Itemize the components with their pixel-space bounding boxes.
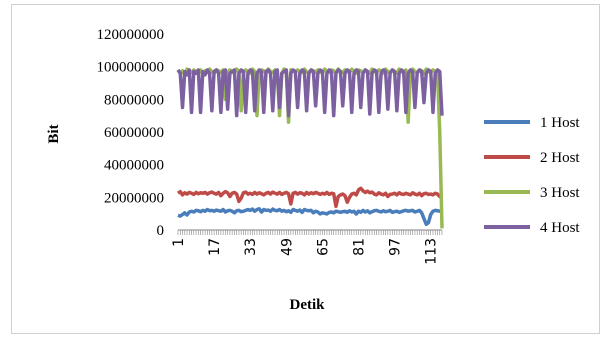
x-axis-ticks: 1 17 33 49 65 81 97 113	[171, 230, 443, 265]
x-tick-label: 81	[352, 238, 368, 256]
y-tick-label: 120000000	[97, 27, 165, 43]
y-tick-label: 100000000	[97, 60, 165, 76]
legend-label: 2 Host	[540, 150, 580, 166]
series-line-1	[177, 207, 443, 227]
legend: 1 Host 2 Host 3 Host 4 Host	[484, 115, 580, 236]
y-tick-label: 80000000	[104, 92, 164, 108]
y-axis-ticks: 0 20000000 40000000 60000000 80000000 1000000…	[97, 27, 165, 239]
x-tick-label: 1	[171, 238, 187, 247]
legend-label: 3 Host	[540, 185, 580, 201]
legend-label: 1 Host	[540, 115, 580, 131]
x-tick-label: 97	[388, 238, 404, 256]
y-axis-title: Bit	[46, 124, 62, 143]
x-axis-title: Detik	[290, 297, 326, 313]
y-tick-label: 40000000	[104, 158, 164, 174]
x-tick-label: 113	[424, 238, 440, 265]
x-tick-label: 33	[243, 238, 259, 256]
chart-frame	[11, 4, 600, 334]
y-tick-label: 60000000	[104, 125, 164, 141]
x-tick-label: 49	[279, 238, 295, 256]
series-line-4	[176, 68, 444, 118]
y-tick-label: 20000000	[104, 190, 164, 206]
series-lines	[176, 67, 444, 229]
x-tick-label: 65	[315, 238, 331, 256]
series-line-2	[176, 186, 444, 209]
y-tick-label: 0	[157, 223, 165, 239]
x-tick-label: 17	[207, 238, 223, 256]
series-line-3	[176, 67, 444, 229]
legend-label: 4 Host	[540, 220, 580, 236]
